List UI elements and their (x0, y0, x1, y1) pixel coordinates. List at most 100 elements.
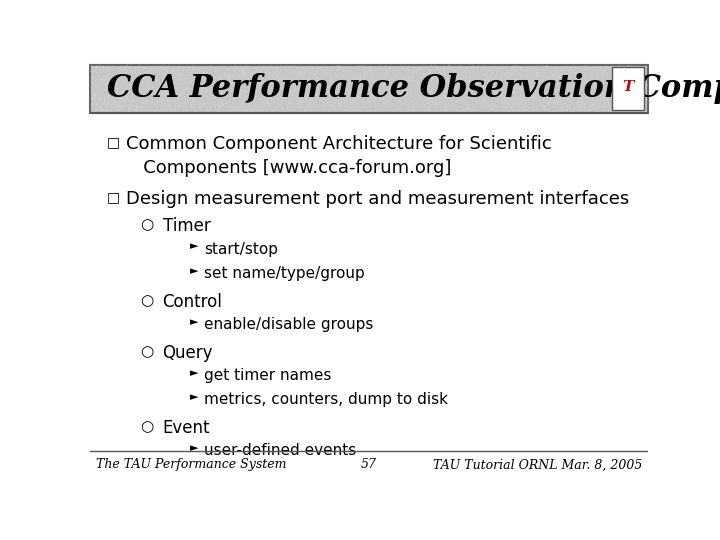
Point (432, 92, 444, 100)
Point (438, 68, 450, 76)
Point (294, 92, 306, 101)
Point (607, 90, 618, 98)
Point (542, 63, 554, 71)
Point (258, 66, 269, 75)
Point (282, 88, 294, 97)
Point (620, 67, 631, 76)
Point (609, 64, 621, 72)
Point (385, 94, 397, 103)
Point (583, 80, 595, 89)
Point (420, 73, 432, 82)
Point (608, 103, 619, 111)
Point (285, 91, 297, 100)
Point (299, 66, 310, 75)
Point (431, 84, 443, 93)
Point (426, 71, 438, 80)
Point (131, 77, 143, 86)
Point (569, 78, 580, 86)
Point (364, 76, 375, 85)
Point (449, 99, 461, 108)
Point (454, 100, 466, 109)
Point (438, 79, 449, 88)
Point (336, 62, 348, 70)
Point (552, 79, 563, 87)
Point (192, 96, 203, 104)
Point (318, 89, 330, 98)
Point (134, 70, 145, 78)
Point (152, 88, 163, 97)
Point (130, 87, 142, 96)
Point (428, 77, 440, 85)
Point (146, 83, 158, 92)
Point (448, 97, 459, 105)
Point (116, 103, 127, 112)
Point (95, 69, 107, 78)
Point (597, 63, 608, 72)
Point (585, 88, 596, 97)
Point (559, 107, 571, 116)
Point (618, 72, 629, 80)
Point (258, 98, 269, 106)
Point (590, 94, 602, 103)
Point (415, 97, 427, 105)
Point (130, 97, 141, 105)
Point (325, 94, 337, 103)
Point (367, 91, 379, 100)
Point (608, 99, 620, 108)
Point (457, 90, 469, 99)
Point (167, 89, 179, 97)
Point (484, 79, 495, 88)
Point (199, 70, 211, 79)
Point (600, 76, 612, 84)
Point (231, 98, 243, 107)
Point (296, 81, 307, 90)
Point (477, 90, 489, 99)
Point (602, 99, 613, 108)
Point (496, 63, 508, 71)
Point (207, 66, 219, 75)
Point (341, 84, 352, 92)
Point (136, 88, 148, 97)
Point (392, 100, 404, 109)
Point (415, 77, 427, 85)
Point (224, 67, 235, 76)
Point (102, 75, 113, 83)
Point (468, 106, 480, 114)
Point (444, 100, 455, 109)
Point (356, 86, 367, 94)
Point (245, 70, 256, 78)
Point (517, 78, 528, 87)
Point (357, 66, 369, 75)
Point (233, 77, 245, 86)
Point (246, 64, 257, 73)
Point (581, 81, 593, 90)
Point (364, 70, 376, 78)
Text: Timer: Timer (163, 218, 210, 235)
Point (446, 84, 458, 92)
Point (488, 91, 500, 100)
Point (88, 99, 99, 107)
Point (351, 92, 362, 101)
Point (106, 66, 117, 75)
Point (578, 107, 590, 116)
Point (97, 86, 109, 94)
Point (99, 97, 110, 106)
Point (514, 97, 526, 105)
Point (158, 64, 169, 72)
Point (409, 69, 420, 78)
Point (554, 91, 565, 99)
Point (391, 106, 402, 114)
Point (103, 76, 114, 84)
Point (108, 78, 120, 86)
Point (86, 72, 98, 80)
Point (397, 97, 409, 105)
Point (137, 106, 148, 114)
Point (355, 75, 366, 84)
Point (99, 92, 110, 101)
Point (438, 68, 449, 77)
Point (459, 83, 471, 91)
Point (164, 72, 176, 81)
Point (598, 93, 610, 102)
Point (470, 80, 482, 89)
Point (564, 63, 576, 72)
